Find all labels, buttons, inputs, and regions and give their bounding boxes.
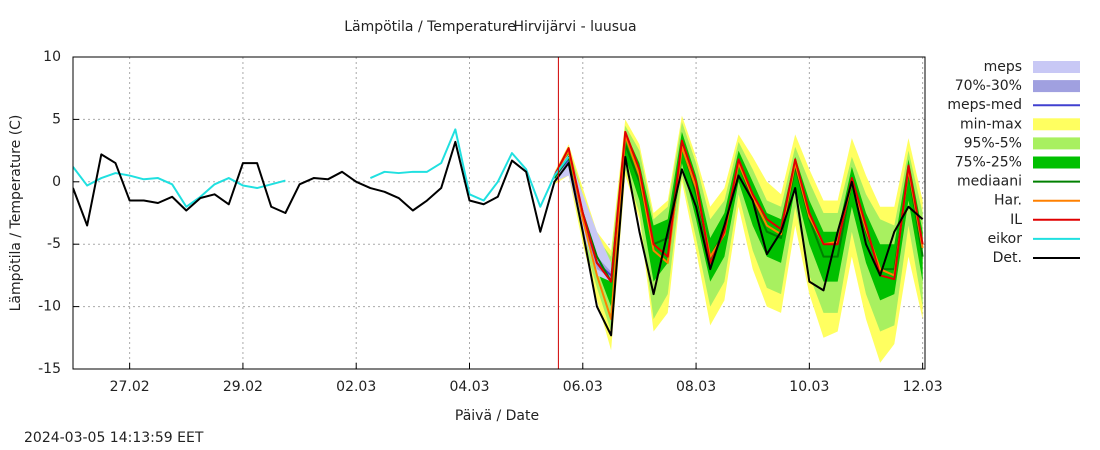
x-axis-label: Päivä / Date [455, 408, 539, 424]
legend-swatch [1033, 137, 1080, 150]
chart-subtitle: Hirvijärvi - luusua [513, 19, 636, 35]
line [369, 128, 570, 208]
x-tick-label: 08.03 [676, 379, 716, 395]
legend-label: 95%-5% [964, 135, 1022, 151]
legend-label: IL [1010, 212, 1022, 228]
y-tick-label: -15 [38, 361, 61, 377]
y-tick-label: 10 [43, 49, 61, 65]
x-tick-label: 29.02 [223, 379, 263, 395]
legend-label: Har. [994, 193, 1022, 209]
x-tick-label: 02.03 [336, 379, 376, 395]
plot [73, 115, 924, 363]
legend-swatch [1033, 118, 1080, 131]
legend-label: Det. [993, 250, 1022, 266]
legend-label: meps-med [947, 97, 1022, 113]
x-tick-label: 27.02 [110, 379, 150, 395]
legend-label: 70%-30% [955, 78, 1022, 94]
line [73, 140, 924, 337]
legend-swatch [1033, 61, 1080, 73]
x-tick-label: 10.03 [789, 379, 829, 395]
legend-label: min-max [960, 116, 1022, 132]
y-tick-label: 5 [52, 111, 61, 127]
y-tick-label: 0 [52, 174, 61, 190]
y-tick-label: -10 [38, 299, 61, 315]
x-tick-label: 06.03 [563, 379, 603, 395]
y-axis-label: Lämpötila / Temperature (C) [8, 115, 24, 312]
legend-swatch [1033, 80, 1080, 93]
legend-swatch [1033, 156, 1080, 169]
legend-label: eikor [988, 231, 1023, 247]
chart-title: Lämpötila / Temperature [344, 19, 516, 35]
plot-frame [72, 56, 926, 370]
y-tick-label: -5 [47, 236, 61, 252]
timestamp: 2024-03-05 14:13:59 EET [24, 430, 204, 446]
legend-label: meps [984, 59, 1022, 75]
legend-label: 75%-25% [955, 155, 1022, 171]
line [73, 166, 286, 208]
legend-label: mediaani [957, 174, 1022, 190]
x-tick-label: 04.03 [449, 379, 489, 395]
x-tick-label: 12.03 [903, 379, 943, 395]
line [553, 130, 924, 283]
